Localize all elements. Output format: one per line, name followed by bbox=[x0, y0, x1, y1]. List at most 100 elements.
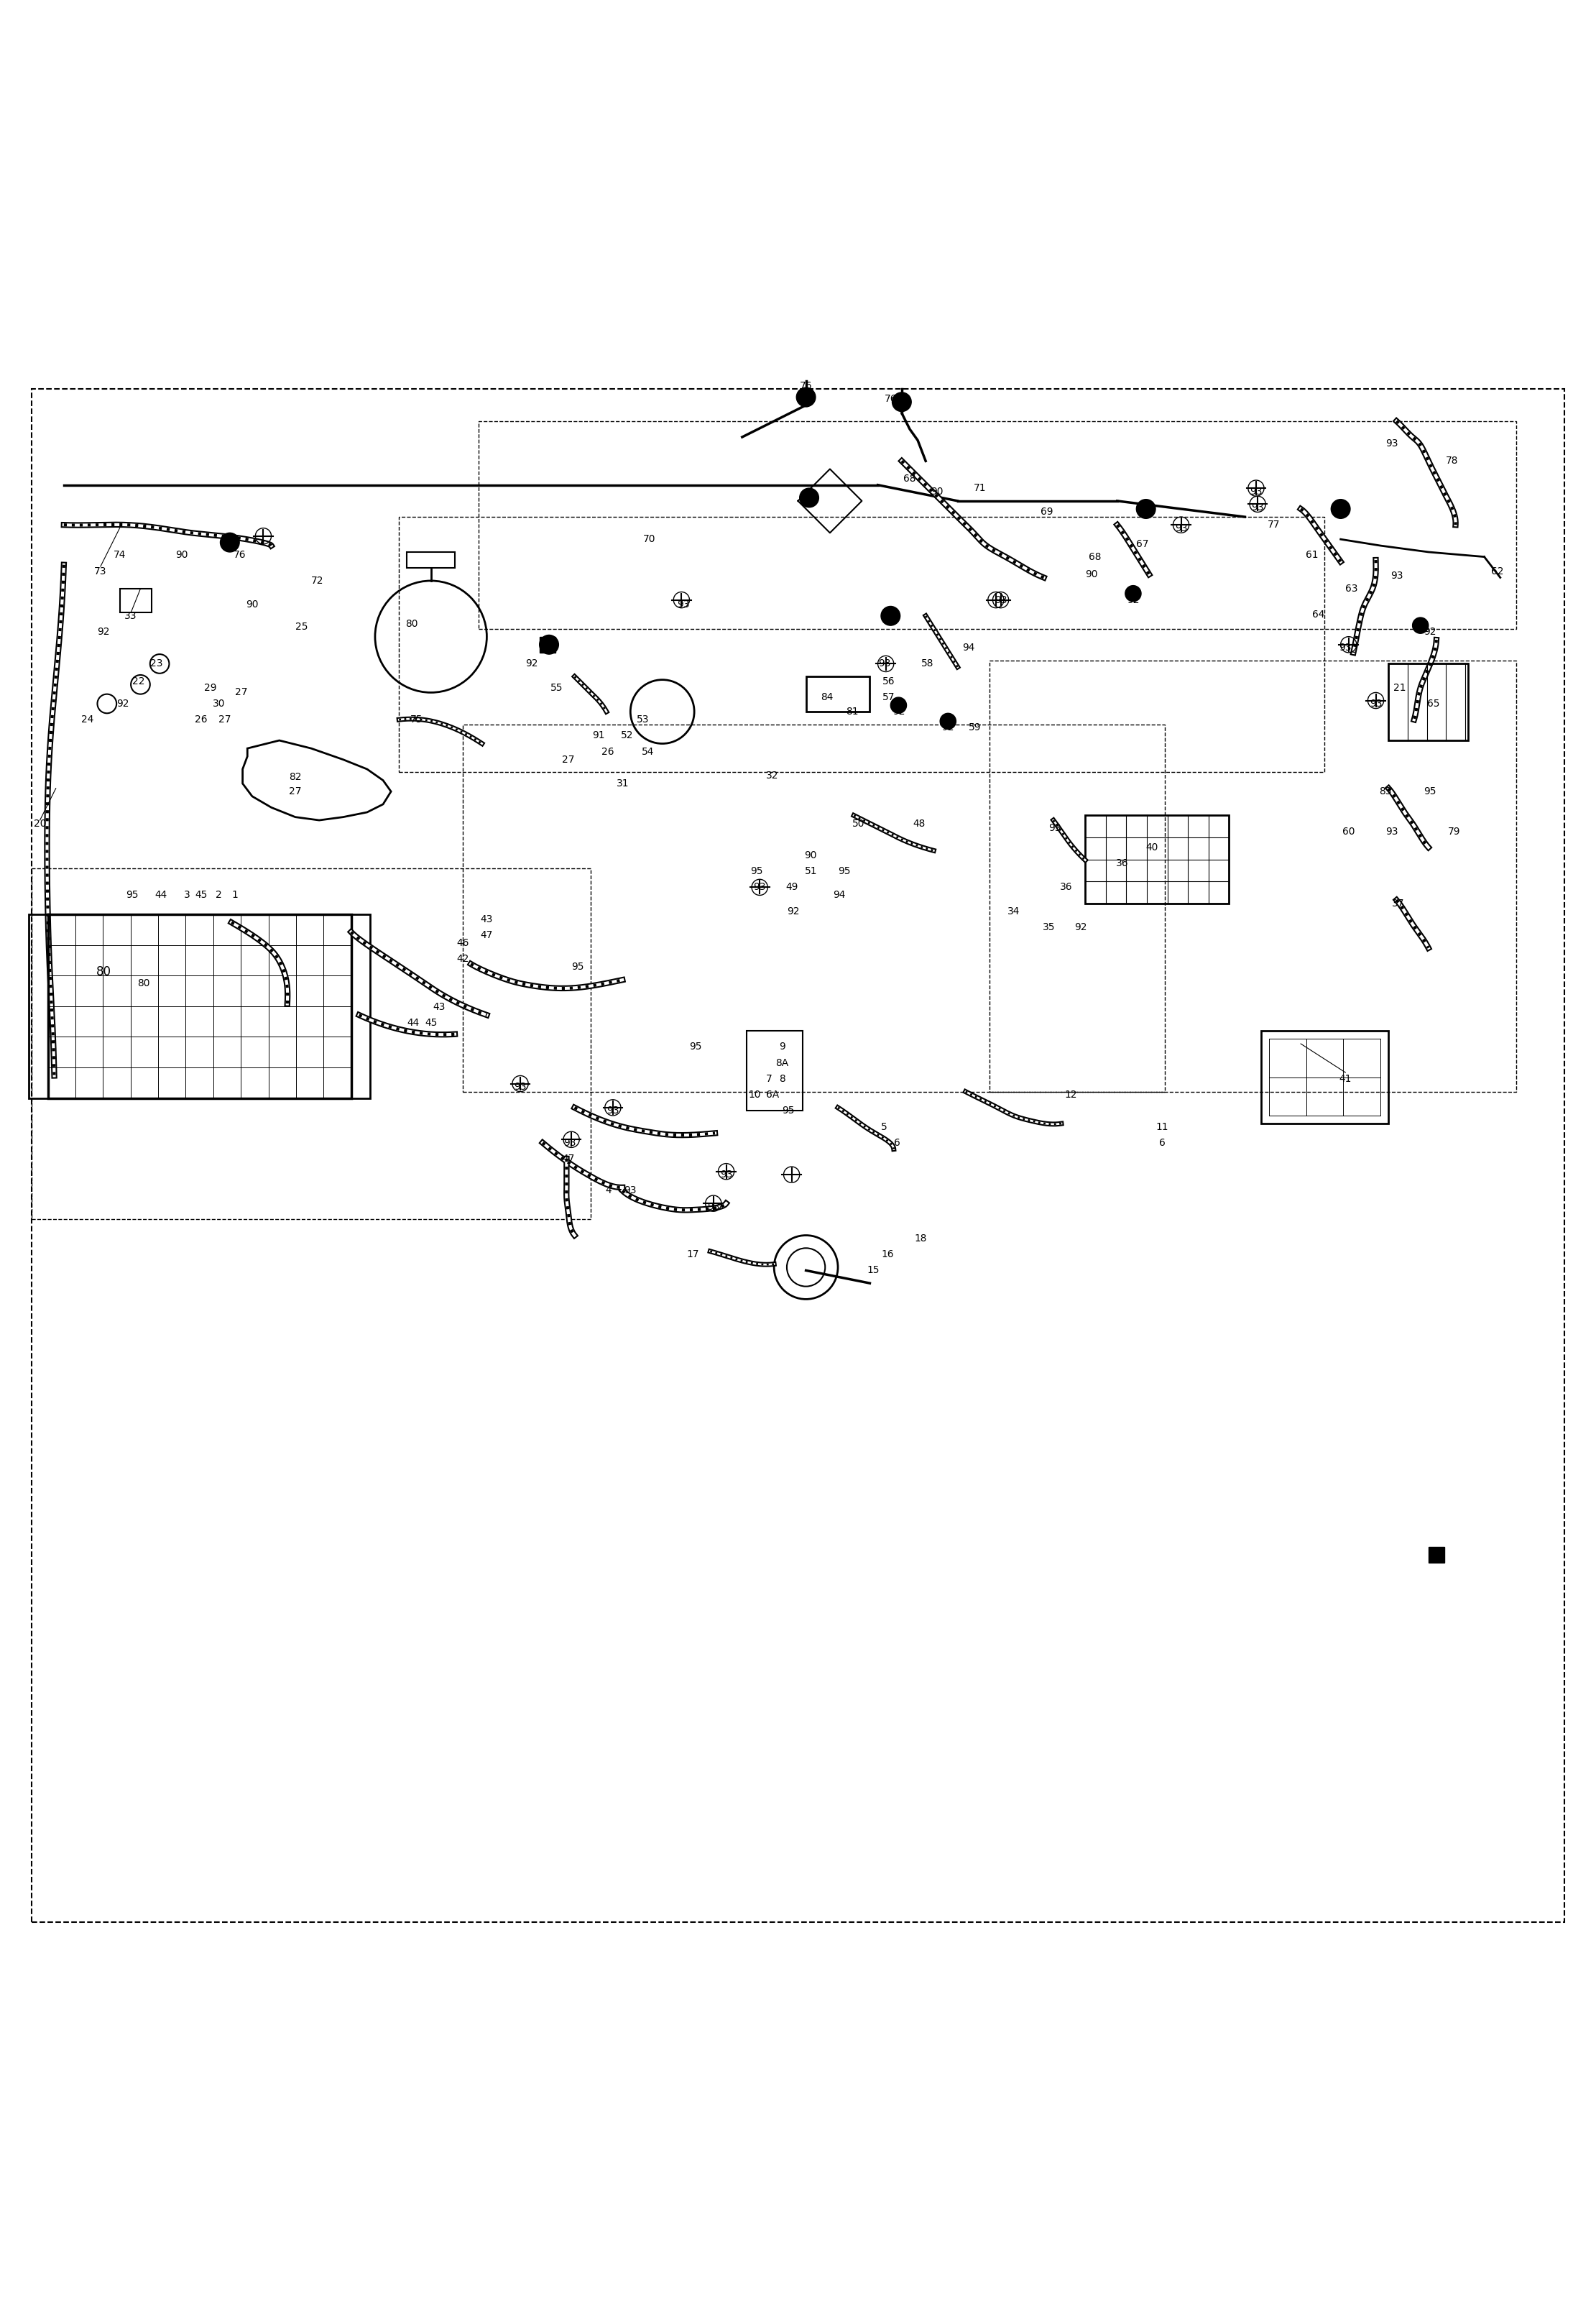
Text: 49: 49 bbox=[785, 883, 798, 892]
Text: 47: 47 bbox=[480, 929, 493, 941]
Text: 93: 93 bbox=[606, 1105, 619, 1116]
Text: 92: 92 bbox=[942, 723, 954, 733]
Text: 70: 70 bbox=[643, 534, 656, 545]
Circle shape bbox=[800, 488, 819, 508]
Circle shape bbox=[1136, 499, 1156, 518]
Text: 26: 26 bbox=[602, 746, 614, 756]
Text: 41: 41 bbox=[1339, 1075, 1352, 1084]
Text: 90: 90 bbox=[804, 850, 817, 860]
Text: 95: 95 bbox=[782, 1105, 795, 1116]
Text: 31: 31 bbox=[616, 779, 629, 788]
Text: 93: 93 bbox=[1385, 439, 1398, 448]
Text: 82: 82 bbox=[289, 772, 302, 781]
Text: 63: 63 bbox=[1345, 585, 1358, 594]
Text: 35: 35 bbox=[1042, 922, 1055, 931]
Text: 79: 79 bbox=[1448, 827, 1460, 837]
Text: 42: 42 bbox=[456, 954, 469, 964]
Text: 47: 47 bbox=[562, 1153, 575, 1165]
Bar bbox=[120, 589, 152, 612]
Text: 34: 34 bbox=[1007, 906, 1020, 915]
Bar bbox=[351, 915, 370, 1098]
Text: 52: 52 bbox=[621, 730, 634, 740]
Circle shape bbox=[1125, 585, 1141, 601]
Text: 22: 22 bbox=[132, 677, 145, 686]
Text: 92: 92 bbox=[1127, 594, 1140, 605]
Text: 80: 80 bbox=[137, 978, 150, 989]
Text: 73: 73 bbox=[94, 566, 107, 575]
Circle shape bbox=[796, 388, 816, 407]
Text: 93: 93 bbox=[677, 599, 689, 610]
Text: 43: 43 bbox=[433, 1003, 445, 1012]
Text: 80: 80 bbox=[405, 619, 418, 629]
Text: 45: 45 bbox=[425, 1017, 437, 1028]
Text: 68: 68 bbox=[903, 474, 916, 483]
Text: 36: 36 bbox=[1116, 857, 1128, 869]
Text: 93: 93 bbox=[514, 1082, 527, 1091]
Text: 64: 64 bbox=[1312, 610, 1325, 619]
Text: 95: 95 bbox=[689, 1042, 702, 1052]
Text: 12: 12 bbox=[1065, 1091, 1077, 1100]
Text: 93: 93 bbox=[878, 659, 891, 668]
Text: 8: 8 bbox=[779, 1075, 785, 1084]
Text: 90: 90 bbox=[1085, 569, 1098, 580]
Text: 93: 93 bbox=[563, 1137, 576, 1149]
Text: 44: 44 bbox=[155, 890, 168, 901]
Text: 45: 45 bbox=[195, 890, 207, 901]
Text: 77: 77 bbox=[1267, 520, 1280, 529]
Text: 36: 36 bbox=[1060, 883, 1073, 892]
Bar bbox=[407, 552, 455, 569]
Text: 93: 93 bbox=[1175, 522, 1187, 534]
Text: 95: 95 bbox=[838, 867, 851, 876]
Text: 93: 93 bbox=[994, 594, 1007, 605]
Text: 93: 93 bbox=[707, 1202, 720, 1211]
Text: 25: 25 bbox=[295, 622, 308, 633]
Text: 61: 61 bbox=[1306, 550, 1318, 559]
Text: 90: 90 bbox=[930, 485, 943, 497]
Text: 78: 78 bbox=[1446, 455, 1459, 467]
Text: 26: 26 bbox=[195, 714, 207, 726]
Text: 29: 29 bbox=[204, 682, 217, 693]
Text: 21: 21 bbox=[1393, 682, 1406, 693]
Text: 92: 92 bbox=[97, 626, 110, 638]
Text: 32: 32 bbox=[766, 770, 779, 781]
Text: 93: 93 bbox=[1250, 485, 1262, 497]
Text: 68: 68 bbox=[1088, 552, 1101, 562]
Text: 1: 1 bbox=[231, 890, 238, 901]
Text: 93: 93 bbox=[1339, 642, 1352, 652]
Text: 62: 62 bbox=[1491, 566, 1503, 575]
Text: 23: 23 bbox=[150, 659, 163, 668]
Text: 2: 2 bbox=[215, 890, 222, 901]
Text: 6: 6 bbox=[1159, 1137, 1165, 1149]
Text: 74: 74 bbox=[113, 550, 126, 559]
Text: 48: 48 bbox=[913, 818, 926, 827]
Text: 30: 30 bbox=[212, 698, 225, 709]
Text: 54: 54 bbox=[642, 746, 654, 756]
Text: 56: 56 bbox=[883, 677, 895, 686]
Text: 81: 81 bbox=[846, 707, 859, 716]
Text: 71: 71 bbox=[974, 483, 986, 492]
Text: 53: 53 bbox=[637, 714, 650, 726]
Text: 93: 93 bbox=[1049, 823, 1061, 834]
Circle shape bbox=[891, 698, 907, 714]
Text: 90: 90 bbox=[176, 550, 188, 559]
Text: 15: 15 bbox=[867, 1266, 879, 1276]
Text: 44: 44 bbox=[407, 1017, 420, 1028]
Text: 84: 84 bbox=[820, 693, 833, 703]
Text: 93: 93 bbox=[720, 1169, 733, 1179]
Text: 76: 76 bbox=[233, 550, 246, 559]
Text: 27: 27 bbox=[235, 686, 247, 698]
Bar bbox=[1085, 816, 1229, 904]
Text: 93: 93 bbox=[753, 883, 766, 892]
Text: 65: 65 bbox=[1427, 698, 1440, 709]
Text: 90: 90 bbox=[541, 642, 554, 652]
Text: 7: 7 bbox=[766, 1075, 772, 1084]
Circle shape bbox=[220, 534, 239, 552]
Text: 27: 27 bbox=[289, 786, 302, 797]
Text: 46: 46 bbox=[456, 938, 469, 948]
Text: 95: 95 bbox=[571, 961, 584, 973]
Text: 3: 3 bbox=[184, 890, 190, 901]
Text: 94: 94 bbox=[962, 642, 975, 652]
Circle shape bbox=[940, 714, 956, 730]
Text: 33: 33 bbox=[124, 610, 137, 622]
Circle shape bbox=[881, 605, 900, 626]
